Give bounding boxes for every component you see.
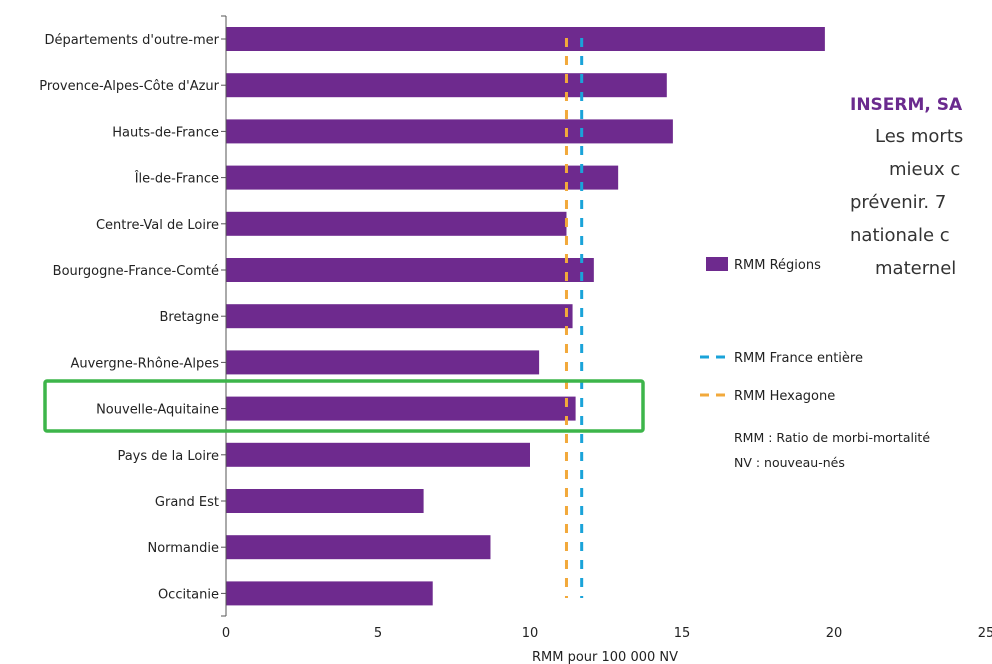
note-rmm: RMM : Ratio de morbi-mortalité <box>734 430 930 445</box>
bar <box>226 396 576 421</box>
bar <box>226 119 673 144</box>
legend-label-france: RMM France entière <box>734 351 863 366</box>
bar <box>226 211 567 236</box>
x-tick-label: 15 <box>674 626 691 641</box>
x-tick-label: 10 <box>522 626 539 641</box>
bar <box>226 304 573 329</box>
category-label: Hauts-de-France <box>112 125 219 140</box>
category-label: Nouvelle-Aquitaine <box>96 403 219 418</box>
highlight-box <box>43 379 645 433</box>
bar <box>226 489 424 513</box>
bar <box>226 73 667 98</box>
category-label: Grand Est <box>155 495 219 510</box>
side-line-5: maternel <box>875 258 956 279</box>
x-tick-label: 20 <box>826 626 843 641</box>
side-line-2: mieux c <box>889 159 960 180</box>
x-tick-label: 0 <box>222 626 230 641</box>
bars-layer <box>226 27 825 606</box>
x-axis-title: RMM pour 100 000 NV <box>532 650 678 664</box>
side-text: INSERM, SA Les morts mieux c prévenir. 7… <box>850 95 963 279</box>
legend: RMM Régions RMM France entière RMM Hexag… <box>700 257 930 470</box>
side-title: INSERM, SA <box>850 95 963 115</box>
category-label: Départements d'outre-mer <box>45 33 220 48</box>
category-label: Bretagne <box>159 310 219 325</box>
x-tick-label: 5 <box>374 626 382 641</box>
reference-lines <box>564 38 584 598</box>
legend-label-hexagone: RMM Hexagone <box>734 389 835 404</box>
x-tick-label: 25 <box>978 626 992 641</box>
category-label: Auvergne-Rhône-Alpes <box>70 356 219 371</box>
side-line-4: nationale c <box>850 225 950 246</box>
category-label: Île-de-France <box>134 171 219 187</box>
category-label: Normandie <box>147 541 219 556</box>
bar <box>226 258 594 282</box>
bar <box>226 535 491 560</box>
category-label: Provence-Alpes-Côte d'Azur <box>39 79 219 94</box>
bar <box>226 581 433 606</box>
bar <box>226 165 619 190</box>
category-label: Bourgogne-France-Comté <box>53 264 219 279</box>
bar <box>226 350 540 375</box>
x-axis: 0 5 10 15 20 25 <box>221 15 992 641</box>
side-line-3: prévenir. 7 <box>850 192 946 213</box>
legend-label-regions: RMM Régions <box>734 258 821 273</box>
category-labels: Départements d'outre-mer Provence-Alpes-C… <box>39 33 219 602</box>
category-label: Occitanie <box>158 587 219 602</box>
category-label: Centre-Val de Loire <box>96 218 219 233</box>
legend-swatch-regions <box>706 257 728 271</box>
side-line-1: Les morts <box>875 126 963 147</box>
bar <box>226 27 825 51</box>
note-nv: NV : nouveau-nés <box>734 455 845 470</box>
category-label: Pays de la Loire <box>117 449 219 464</box>
bar <box>226 442 530 467</box>
